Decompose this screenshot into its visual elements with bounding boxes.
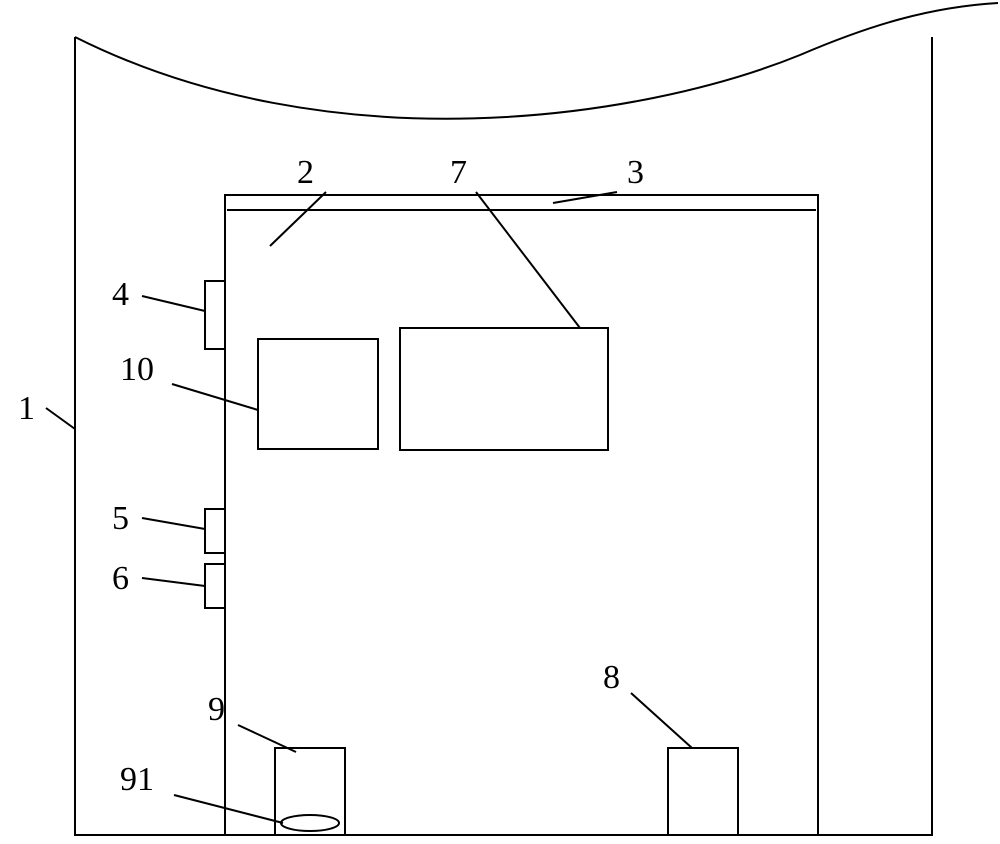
label-5: 5 <box>112 500 129 537</box>
label-2: 2 <box>297 154 314 191</box>
label-9: 9 <box>208 691 225 728</box>
label-10: 10 <box>120 351 154 388</box>
label-8: 8 <box>603 659 620 696</box>
label-91: 91 <box>120 761 154 798</box>
label-4: 4 <box>112 276 129 313</box>
diagram-svg: 1 2 3 4 5 6 7 8 9 10 91 <box>0 0 1000 844</box>
label-3: 3 <box>627 154 644 191</box>
background <box>0 0 1000 844</box>
label-1: 1 <box>18 390 35 427</box>
label-7: 7 <box>450 154 467 191</box>
label-6: 6 <box>112 560 129 597</box>
